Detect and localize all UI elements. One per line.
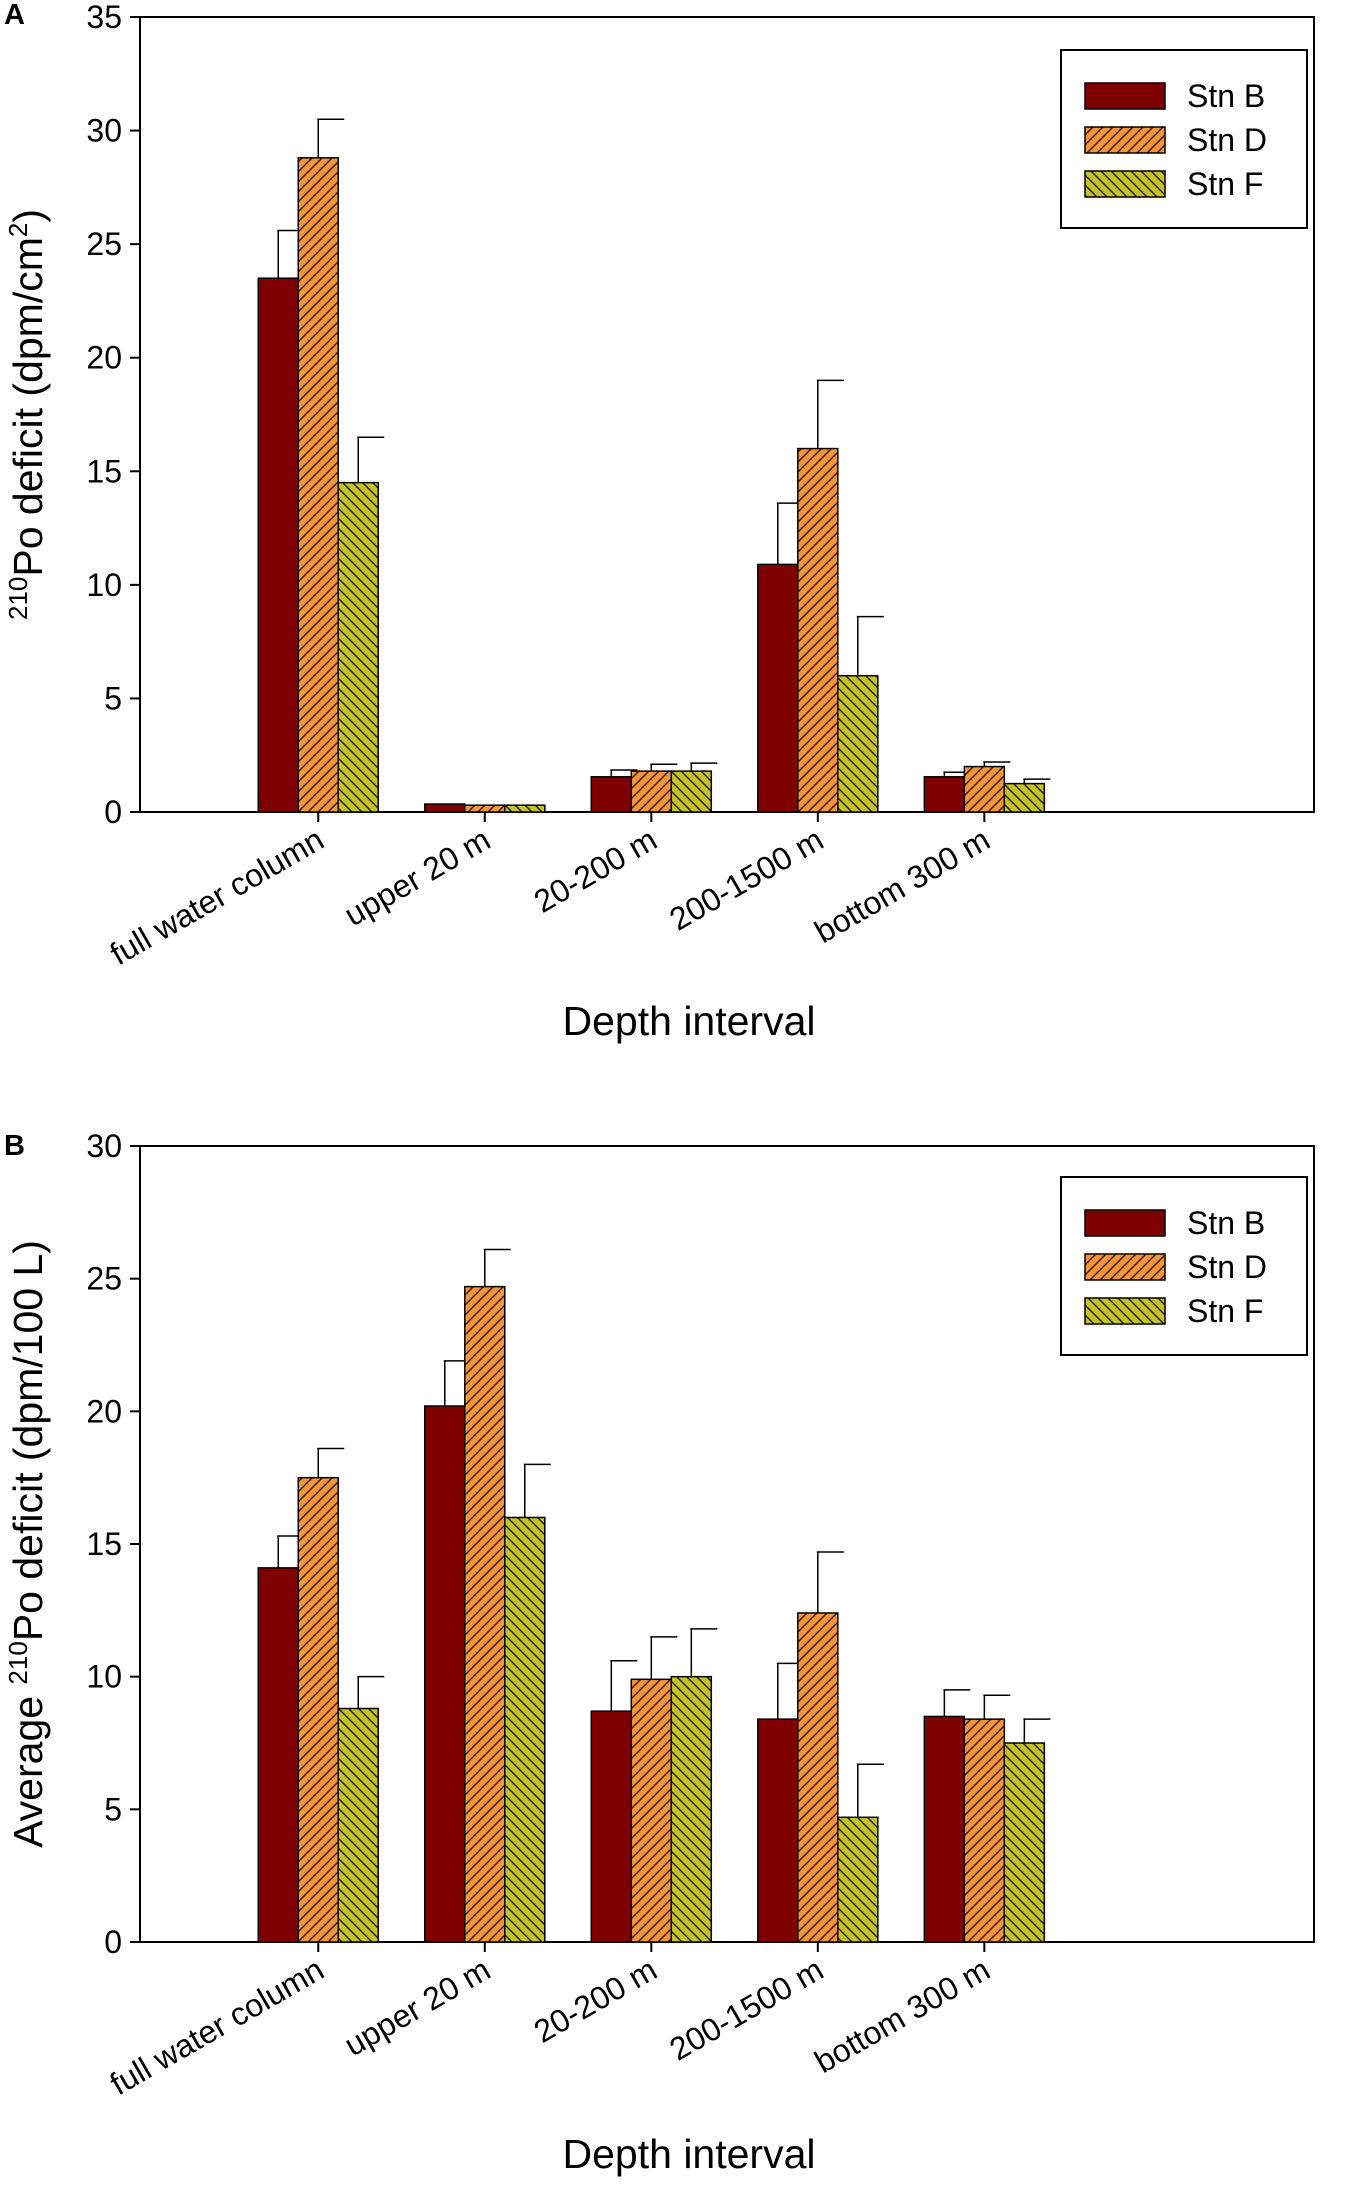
legend-label: Stn F xyxy=(1187,166,1263,202)
legend-label: Stn F xyxy=(1187,1293,1263,1329)
bar-stn-d xyxy=(297,157,340,813)
y-axis-title: Average 210Po deficit (dpm/100 L) xyxy=(3,1240,51,1848)
bar-stn-d xyxy=(797,1612,839,1943)
bar-stn-b xyxy=(424,1405,466,1943)
panel-letter: B xyxy=(4,1130,25,1162)
y-tick-label: 20 xyxy=(86,340,122,376)
bar-stn-b xyxy=(257,1567,300,1943)
y-tick-label: 30 xyxy=(86,113,122,149)
bar-stn-f xyxy=(1003,782,1046,813)
y-tick-label: 0 xyxy=(104,794,122,830)
bar-stn-d xyxy=(297,1476,340,1943)
bar-stn-d xyxy=(797,447,839,813)
bar-stn-b xyxy=(590,1710,633,1943)
y-axis-title-main: Po deficit (dpm/100 L) xyxy=(5,1240,51,1641)
bar-stn-d xyxy=(630,770,673,813)
legend-label: Stn B xyxy=(1187,1205,1265,1241)
bar-stn-b xyxy=(757,563,799,813)
x-category-label: full water column xyxy=(104,821,330,972)
y-axis-title-main: Po deficit (dpm/cm xyxy=(5,237,51,577)
x-category-label: 200-1500 m xyxy=(663,821,829,938)
bar-stn-f xyxy=(837,674,879,813)
x-category-label: 200-1500 m xyxy=(663,1951,829,2068)
legend-swatch-stn-d xyxy=(1084,1253,1166,1281)
x-category-label: 20-200 m xyxy=(528,821,663,920)
legend: Stn B Stn D Stn F xyxy=(1060,49,1308,229)
x-category-label: upper 20 m xyxy=(338,821,496,933)
legend: Stn B Stn D Stn F xyxy=(1060,1176,1308,1356)
bar-stn-b xyxy=(923,776,966,813)
bar-stn-b xyxy=(257,277,300,813)
bar-stn-f xyxy=(670,770,713,813)
x-category-label: 20-200 m xyxy=(528,1951,663,2050)
y-axis-title-end: ) xyxy=(5,209,51,223)
y-tick-label: 10 xyxy=(86,1659,122,1695)
x-category-label: bottom 300 m xyxy=(808,821,995,950)
x-category-label: bottom 300 m xyxy=(808,1951,995,2080)
bar-stn-b xyxy=(424,803,466,813)
bar-stn-f xyxy=(1003,1742,1046,1943)
bar-stn-f xyxy=(337,1707,380,1943)
bar-stn-d xyxy=(963,765,1006,813)
bar-stn-f xyxy=(837,1816,879,1943)
bar-stn-d xyxy=(464,804,506,813)
y-tick-label: 0 xyxy=(104,1924,122,1960)
y-axis-title-superscript: 2 xyxy=(3,223,33,237)
y-tick-label: 15 xyxy=(86,1526,122,1562)
x-axis-title: Depth interval xyxy=(563,2131,816,2177)
y-tick-label: 35 xyxy=(86,0,122,35)
chart-panel-b: B 0 5 10 15 20 25 30 full water column upper 20 m… xyxy=(3,1128,1315,2177)
bar-stn-f xyxy=(670,1675,713,1943)
bar-stn-b xyxy=(590,776,633,813)
chart-panel-a: A 0 5 10 15 20 25 30 35 full water column upper 20… xyxy=(3,0,1315,1044)
x-axis-title: Depth interval xyxy=(563,998,816,1044)
x-category-label: full water column xyxy=(104,1951,330,2102)
y-tick-label: 5 xyxy=(104,1791,122,1827)
legend-swatch-stn-f xyxy=(1084,170,1166,198)
y-tick-label: 25 xyxy=(86,226,122,262)
y-axis-title-superscript: 210 xyxy=(3,577,33,620)
legend-swatch-stn-f xyxy=(1084,1297,1166,1325)
legend-label: Stn D xyxy=(1187,1249,1267,1285)
bar-stn-b xyxy=(923,1715,966,1943)
legend-swatch-stn-d xyxy=(1084,126,1166,154)
y-tick-label: 20 xyxy=(86,1393,122,1429)
y-tick-label: 25 xyxy=(86,1261,122,1297)
legend-swatch-stn-b xyxy=(1084,82,1166,110)
legend-label: Stn D xyxy=(1187,122,1267,158)
y-tick-label: 5 xyxy=(104,680,122,716)
y-tick-label: 10 xyxy=(86,567,122,603)
bar-stn-f xyxy=(504,804,546,813)
y-axis-title: 210Po deficit (dpm/cm2) xyxy=(3,209,51,620)
bar-stn-d xyxy=(464,1285,506,1943)
bar-stn-f xyxy=(337,481,380,813)
legend-swatch-stn-b xyxy=(1084,1209,1166,1237)
plot-frame xyxy=(139,16,1315,813)
y-axis-title-prefix: Average xyxy=(5,1685,51,1848)
y-axis-title-superscript: 210 xyxy=(3,1641,33,1684)
legend-label: Stn B xyxy=(1187,78,1265,114)
y-tick-label: 15 xyxy=(86,453,122,489)
bar-stn-b xyxy=(757,1718,799,1943)
x-category-label: upper 20 m xyxy=(338,1951,496,2063)
y-tick-label: 30 xyxy=(86,1128,122,1164)
bar-stn-d xyxy=(630,1678,673,1943)
bar-stn-f xyxy=(504,1516,546,1943)
bar-stn-d xyxy=(963,1718,1006,1943)
panel-letter: A xyxy=(4,0,25,31)
